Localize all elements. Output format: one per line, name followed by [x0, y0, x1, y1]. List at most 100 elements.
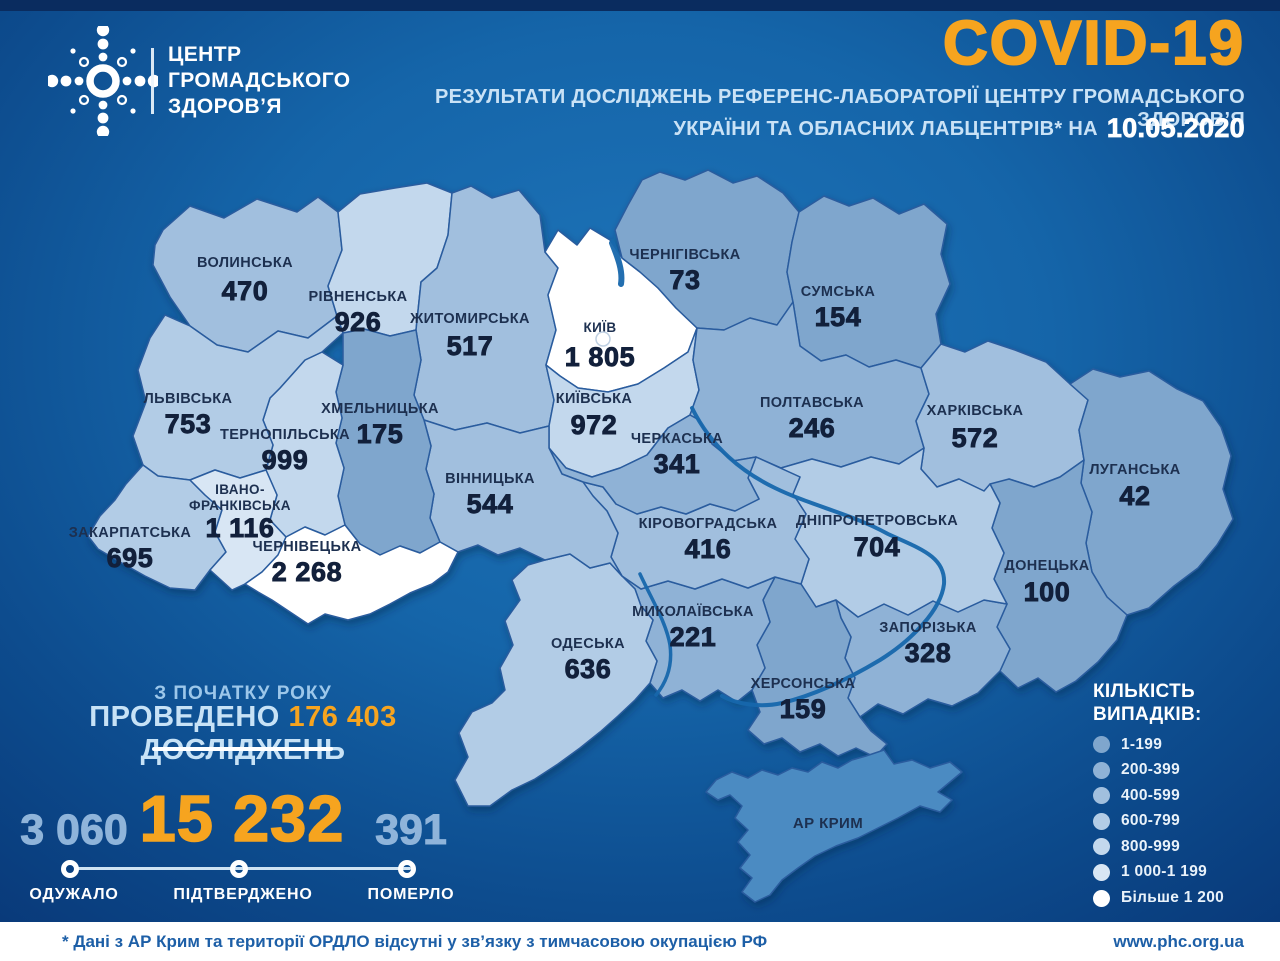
region-label-ternopilska: ТЕРНОПІЛЬСЬКА [220, 427, 350, 443]
region-label-rivnenska: РІВНЕНСЬКА [308, 289, 407, 305]
confirmed-label: ПІДТВЕРДЖЕНО [173, 886, 313, 903]
legend-item-label: 1 000-1 199 [1121, 863, 1208, 881]
legend-dot-icon [1093, 838, 1110, 856]
region-value-kyiv_city: 1 805 [565, 342, 636, 372]
region-label-lvivska: ЛЬВІВСЬКА [144, 391, 233, 407]
region-value-dnipropetrovska: 704 [854, 532, 901, 562]
tests-count: 176 403 [288, 701, 397, 733]
page-title: COVID-19 [942, 8, 1245, 79]
region-label-crimea: АР КРИМ [793, 815, 863, 832]
report-date: 10.05.2020 [1106, 113, 1245, 144]
legend-item-label: 800-999 [1121, 837, 1180, 855]
legend-dot-icon [1093, 863, 1110, 881]
confirmed-dot [230, 860, 248, 878]
tests-prefix: ПРОВЕДЕНО [89, 701, 280, 733]
footer-url[interactable]: www.phc.org.ua [1113, 932, 1244, 951]
region-value-zhytomyrska: 517 [447, 331, 494, 361]
legend-dot-icon [1093, 787, 1110, 805]
region-value-mykolaivska: 221 [670, 622, 717, 652]
legend-item-6: Більше 1 200 [1093, 889, 1278, 907]
region-value-khmelnytska: 175 [357, 419, 404, 449]
region-value-poltavska: 246 [789, 413, 836, 443]
region-value-cherkaska: 341 [654, 449, 701, 479]
region-cherkaska [548, 414, 760, 515]
legend-title-line2: ВИПАДКІВ: [1093, 704, 1202, 725]
recovered-count: 3 060 [20, 806, 129, 855]
region-value-kyivska: 972 [571, 410, 618, 440]
region-label-volynska: ВОЛИНСЬКА [197, 255, 293, 271]
region-value-vinnytska: 544 [467, 489, 514, 519]
legend-item-label: 200-399 [1121, 761, 1180, 779]
died-count: 391 [375, 806, 448, 855]
region-label-chernivetska: ЧЕРНІВЕЦЬКА [253, 539, 362, 555]
subtitle-line2-text: УКРАЇНИ ТА ОБЛАСНИХ ЛАБЦЕНТРІВ* НА [673, 118, 1098, 140]
phc-logo-icon [48, 26, 158, 136]
tests-since-label: З ПОЧАТКУ РОКУ [154, 683, 332, 704]
region-value-chernivetska: 2 268 [272, 557, 343, 587]
legend-item-0: 1-199 [1093, 736, 1278, 753]
subtitle-line1: РЕЗУЛЬТАТИ ДОСЛІДЖЕНЬ РЕФЕРЕНС-ЛАБОРАТОР… [434, 86, 1245, 131]
region-label-khersonska: ХЕРСОНСЬКА [751, 676, 856, 692]
top-strip [0, 0, 1280, 11]
region-value-odeska: 636 [565, 654, 612, 684]
region-label-zaporizka: ЗАПОРІЗЬКА [879, 620, 977, 636]
logo-divider [151, 48, 154, 114]
subtitle-line2: УКРАЇНИ ТА ОБЛАСНИХ ЛАБЦЕНТРІВ* НА 10.05.… [345, 113, 1246, 144]
footer-bar: * Дані з АР Крим та території ОРДЛО відс… [0, 922, 1280, 961]
region-label-mykolaivska: МИКОЛАЇВСЬКА [632, 603, 754, 620]
region-label-dnipropetrovska: ДНІПРОПЕТРОВСЬКА [796, 513, 958, 529]
logo-title-line3: ЗДОРОВ’Я [168, 95, 282, 118]
region-label-poltavska: ПОЛТАВСЬКА [760, 395, 864, 411]
kyiv-city-dot [595, 331, 611, 347]
region-label-vinnytska: ВІННИЦЬКА [445, 471, 535, 487]
region-value-zaporizka: 328 [905, 638, 952, 668]
logo-title-line1: ЦЕНТР [168, 43, 242, 66]
legend-item-label: 1-199 [1121, 735, 1163, 753]
region-value-rivnenska: 926 [335, 307, 382, 337]
region-value-ivano_frankivska: 1 116 [205, 513, 274, 543]
legend-title: КІЛЬКІСТЬ ВИПАДКІВ: [1093, 680, 1278, 726]
region-label-chernihivska: ЧЕРНІГІВСЬКА [629, 247, 740, 263]
kyiv-reservoir [609, 240, 625, 287]
region-crimea [705, 749, 963, 903]
legend-rows: 1-199 200-399 400-599 600-799 800-999 1 000-1… [1093, 736, 1278, 907]
legend-title-line1: КІЛЬКІСТЬ [1093, 681, 1195, 702]
legend-item-label: Більше 1 200 [1121, 889, 1225, 907]
region-value-sumska: 154 [815, 302, 862, 332]
died-dot [398, 860, 416, 878]
region-label-luhanska: ЛУГАНСЬКА [1089, 462, 1180, 478]
region-label-kyiv_city: КИЇВ [583, 320, 616, 335]
region-chernivetska [244, 524, 459, 625]
legend-dot-icon [1093, 889, 1110, 907]
tests-performed-line: ПРОВЕДЕНО 176 403 ДОСЛІДЖЕНЬ [3, 701, 483, 767]
legend-dot-icon [1093, 736, 1110, 753]
region-odeska [454, 553, 658, 807]
region-value-luhanska: 42 [1119, 481, 1150, 511]
region-value-donetska: 100 [1024, 577, 1071, 607]
region-label-zakarpatska: ЗАКАРПАТСЬКА [69, 525, 192, 541]
confirmed-count: 15 232 [139, 781, 345, 856]
region-value-ternopilska: 999 [262, 445, 309, 475]
legend-item-1: 200-399 [1093, 761, 1278, 779]
region-value-kirovohradska: 416 [685, 534, 732, 564]
region-label-donetska: ДОНЕЦЬКА [1004, 558, 1089, 574]
legend-dot-icon [1093, 761, 1110, 779]
region-label-khmelnytska: ХМЕЛЬНИЦЬКА [321, 401, 439, 417]
region-value-zakarpatska: 695 [107, 543, 154, 573]
region-label-kirovohradska: КІРОВОГРАДСЬКА [639, 516, 778, 532]
region-value-khersonska: 159 [780, 694, 827, 724]
legend-item-4: 800-999 [1093, 837, 1278, 856]
header-logo: ЦЕНТР ГРОМАДСЬКОГО ЗДОРОВ’Я [48, 26, 388, 146]
region-value-chernihivska: 73 [669, 265, 700, 295]
recovered-label: ОДУЖАЛО [29, 886, 119, 903]
logo-title: ЦЕНТР ГРОМАДСЬКОГО ЗДОРОВ’Я [168, 42, 351, 120]
recovered-dot [61, 860, 79, 878]
region-label-kyivska: КИЇВСЬКА [556, 390, 633, 407]
dnipro-river [690, 406, 947, 708]
legend-item-label: 600-799 [1121, 812, 1180, 830]
region-label-odeska: ОДЕСЬКА [551, 636, 625, 652]
stats-divider [152, 747, 333, 751]
region-value-lvivska: 753 [165, 409, 212, 439]
region-label-ivano_frankivska: ІВАНО-ФРАНКІВСЬКА [189, 482, 291, 513]
